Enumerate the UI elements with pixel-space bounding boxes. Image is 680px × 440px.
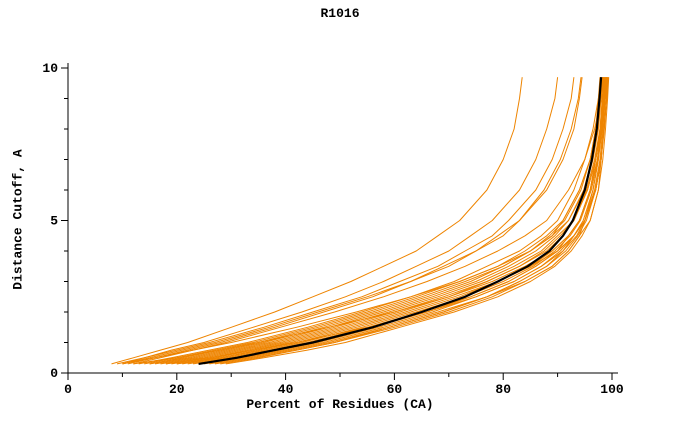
model-line: [122, 77, 582, 365]
x-tick-label: 60: [387, 382, 403, 397]
x-axis-label: Percent of Residues (CA): [246, 397, 434, 412]
x-tick-label: 40: [278, 382, 294, 397]
model-line: [133, 77, 604, 365]
model-line: [198, 77, 608, 365]
model-line: [193, 77, 605, 365]
y-axis-label: Distance Cutoff, A: [10, 149, 26, 290]
model-line: [182, 77, 606, 365]
model-line: [122, 77, 559, 365]
model-line: [225, 77, 610, 365]
model-line: [176, 77, 607, 365]
x-tick-label: 0: [64, 382, 72, 397]
chart-title: R1016: [320, 6, 360, 21]
model-line: [138, 77, 601, 365]
x-tick-label: 20: [169, 382, 185, 397]
model-line: [165, 77, 605, 365]
model-line: [171, 77, 605, 365]
y-tick-label: 5: [50, 214, 58, 229]
x-tick-label: 100: [600, 382, 624, 397]
model-line: [220, 77, 609, 365]
model-line: [149, 77, 604, 365]
reference-line: [198, 77, 603, 365]
model-line: [116, 77, 575, 365]
y-tick-label: 10: [42, 61, 58, 76]
model-line: [111, 77, 523, 365]
y-tick-label: 0: [50, 366, 58, 381]
x-tick-label: 80: [495, 382, 511, 397]
model-line: [127, 77, 583, 365]
model-line: [214, 77, 609, 365]
